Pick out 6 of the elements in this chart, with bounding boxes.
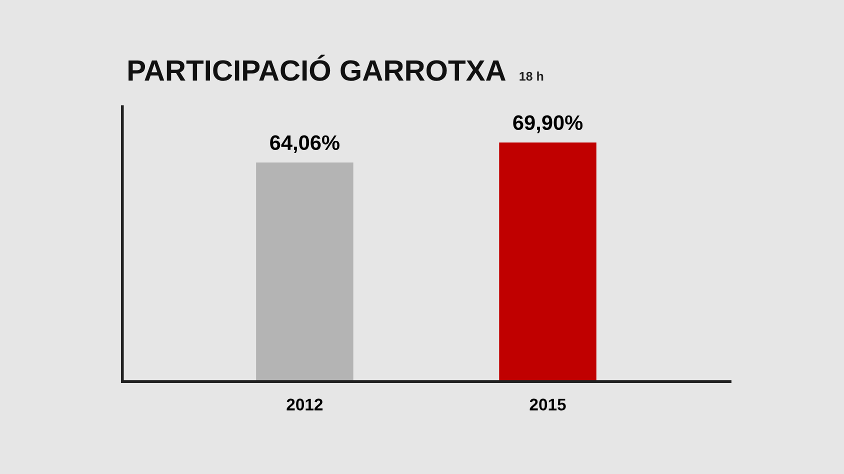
chart-title: PARTICIPACIÓ GARROTXA bbox=[128, 54, 506, 81]
x-tick-label: 2012 bbox=[286, 398, 323, 410]
data-label: 64,06% bbox=[270, 135, 340, 154]
chart-subtitle: 18 h bbox=[520, 72, 544, 81]
x-tick-label: 2015 bbox=[530, 398, 566, 410]
data-label: 69,90% bbox=[513, 115, 583, 134]
